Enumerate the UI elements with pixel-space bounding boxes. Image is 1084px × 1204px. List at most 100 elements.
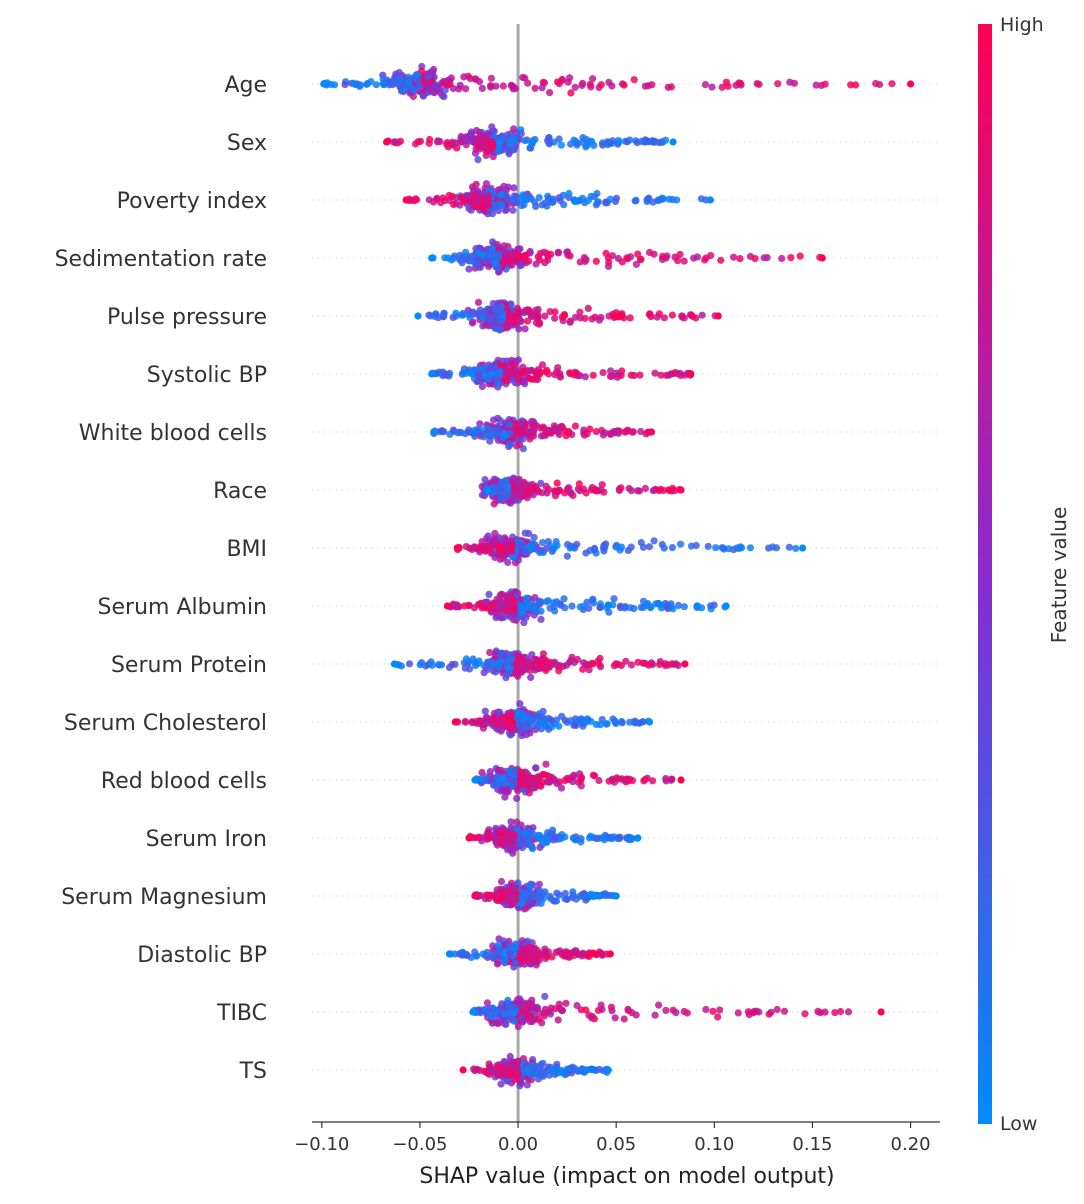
shap-point (529, 140, 536, 147)
shap-point (546, 140, 553, 147)
shap-point (623, 254, 630, 261)
shap-point (511, 317, 518, 324)
shap-point (476, 78, 483, 85)
shap-point (888, 80, 895, 87)
shap-point (813, 82, 820, 89)
shap-point (543, 598, 550, 605)
shap-point (455, 85, 462, 92)
shap-point (650, 487, 657, 494)
shap-point (648, 428, 655, 435)
shap-point (589, 950, 596, 957)
shap-point (669, 312, 676, 319)
shap-point (628, 487, 635, 494)
shap-point (490, 722, 497, 729)
shap-point (416, 84, 423, 91)
shap-point (489, 245, 496, 252)
shap-point (572, 314, 579, 321)
shap-point (509, 146, 516, 153)
shap-point (525, 838, 532, 845)
shap-point (505, 716, 512, 723)
shap-point (480, 315, 487, 322)
shap-point (517, 997, 524, 1004)
shap-point (588, 1014, 595, 1021)
shap-point (609, 137, 616, 144)
shap-point (598, 81, 605, 88)
shap-point (787, 254, 794, 261)
shap-point (520, 1008, 527, 1015)
shap-point (452, 603, 459, 610)
shap-point (320, 80, 327, 87)
shap-point (534, 712, 541, 719)
shap-point (444, 602, 451, 609)
shap-point (644, 600, 651, 607)
shap-point (738, 544, 745, 551)
shap-point (546, 778, 553, 785)
shap-point (398, 82, 405, 89)
shap-point (465, 834, 472, 841)
shap-point (496, 543, 503, 550)
shap-point (485, 431, 492, 438)
shap-point (619, 719, 626, 726)
shap-point (666, 196, 673, 203)
shap-point (459, 949, 466, 956)
shap-point (520, 781, 527, 788)
shap-point (450, 201, 457, 208)
shap-point (495, 942, 502, 949)
shap-point (799, 544, 806, 551)
shap-point (490, 952, 497, 959)
shap-point (527, 830, 534, 837)
shap-point (693, 602, 700, 609)
shap-point (507, 430, 514, 437)
shap-point (452, 139, 459, 146)
shap-point (462, 85, 469, 92)
shap-point (632, 197, 639, 204)
shap-point (610, 429, 617, 436)
shap-point (462, 665, 469, 672)
shap-point (406, 660, 413, 667)
shap-point (709, 1008, 716, 1015)
shap-point (651, 370, 658, 377)
shap-point (446, 370, 453, 377)
shap-point (474, 156, 481, 163)
shap-point (677, 776, 684, 783)
shap-point (531, 534, 538, 541)
shap-point (837, 1008, 844, 1015)
shap-point (515, 325, 522, 332)
shap-point (555, 249, 562, 256)
shap-point (626, 719, 633, 726)
shap-point (459, 310, 466, 317)
shap-point (792, 545, 799, 552)
shap-point (449, 193, 456, 200)
shap-point (501, 794, 508, 801)
shap-point (699, 312, 706, 319)
shap-point (487, 84, 494, 91)
shap-point (556, 487, 563, 494)
shap-point (529, 1063, 536, 1070)
shap-point (428, 370, 435, 377)
shap-point (426, 196, 433, 203)
shap-point (473, 718, 480, 725)
shap-point (679, 314, 686, 321)
shap-point (747, 253, 754, 260)
shap-point (403, 196, 410, 203)
shap-point (518, 610, 525, 617)
shap-point (507, 603, 514, 610)
shap-point (430, 428, 437, 435)
shap-point (480, 950, 487, 957)
shap-point (621, 604, 628, 611)
shap-point (677, 541, 684, 548)
shap-point (448, 256, 455, 263)
shap-point (515, 488, 522, 495)
shap-point (538, 719, 545, 726)
shap-point (507, 657, 514, 664)
shap-point (509, 207, 516, 214)
shap-point (585, 305, 592, 312)
shap-point (634, 834, 641, 841)
shap-point (476, 543, 483, 550)
shap-point (582, 373, 589, 380)
shap-point (486, 892, 493, 899)
shap-point (621, 82, 628, 89)
shap-point (517, 420, 524, 427)
shap-point (556, 80, 563, 87)
shap-point (502, 538, 509, 545)
